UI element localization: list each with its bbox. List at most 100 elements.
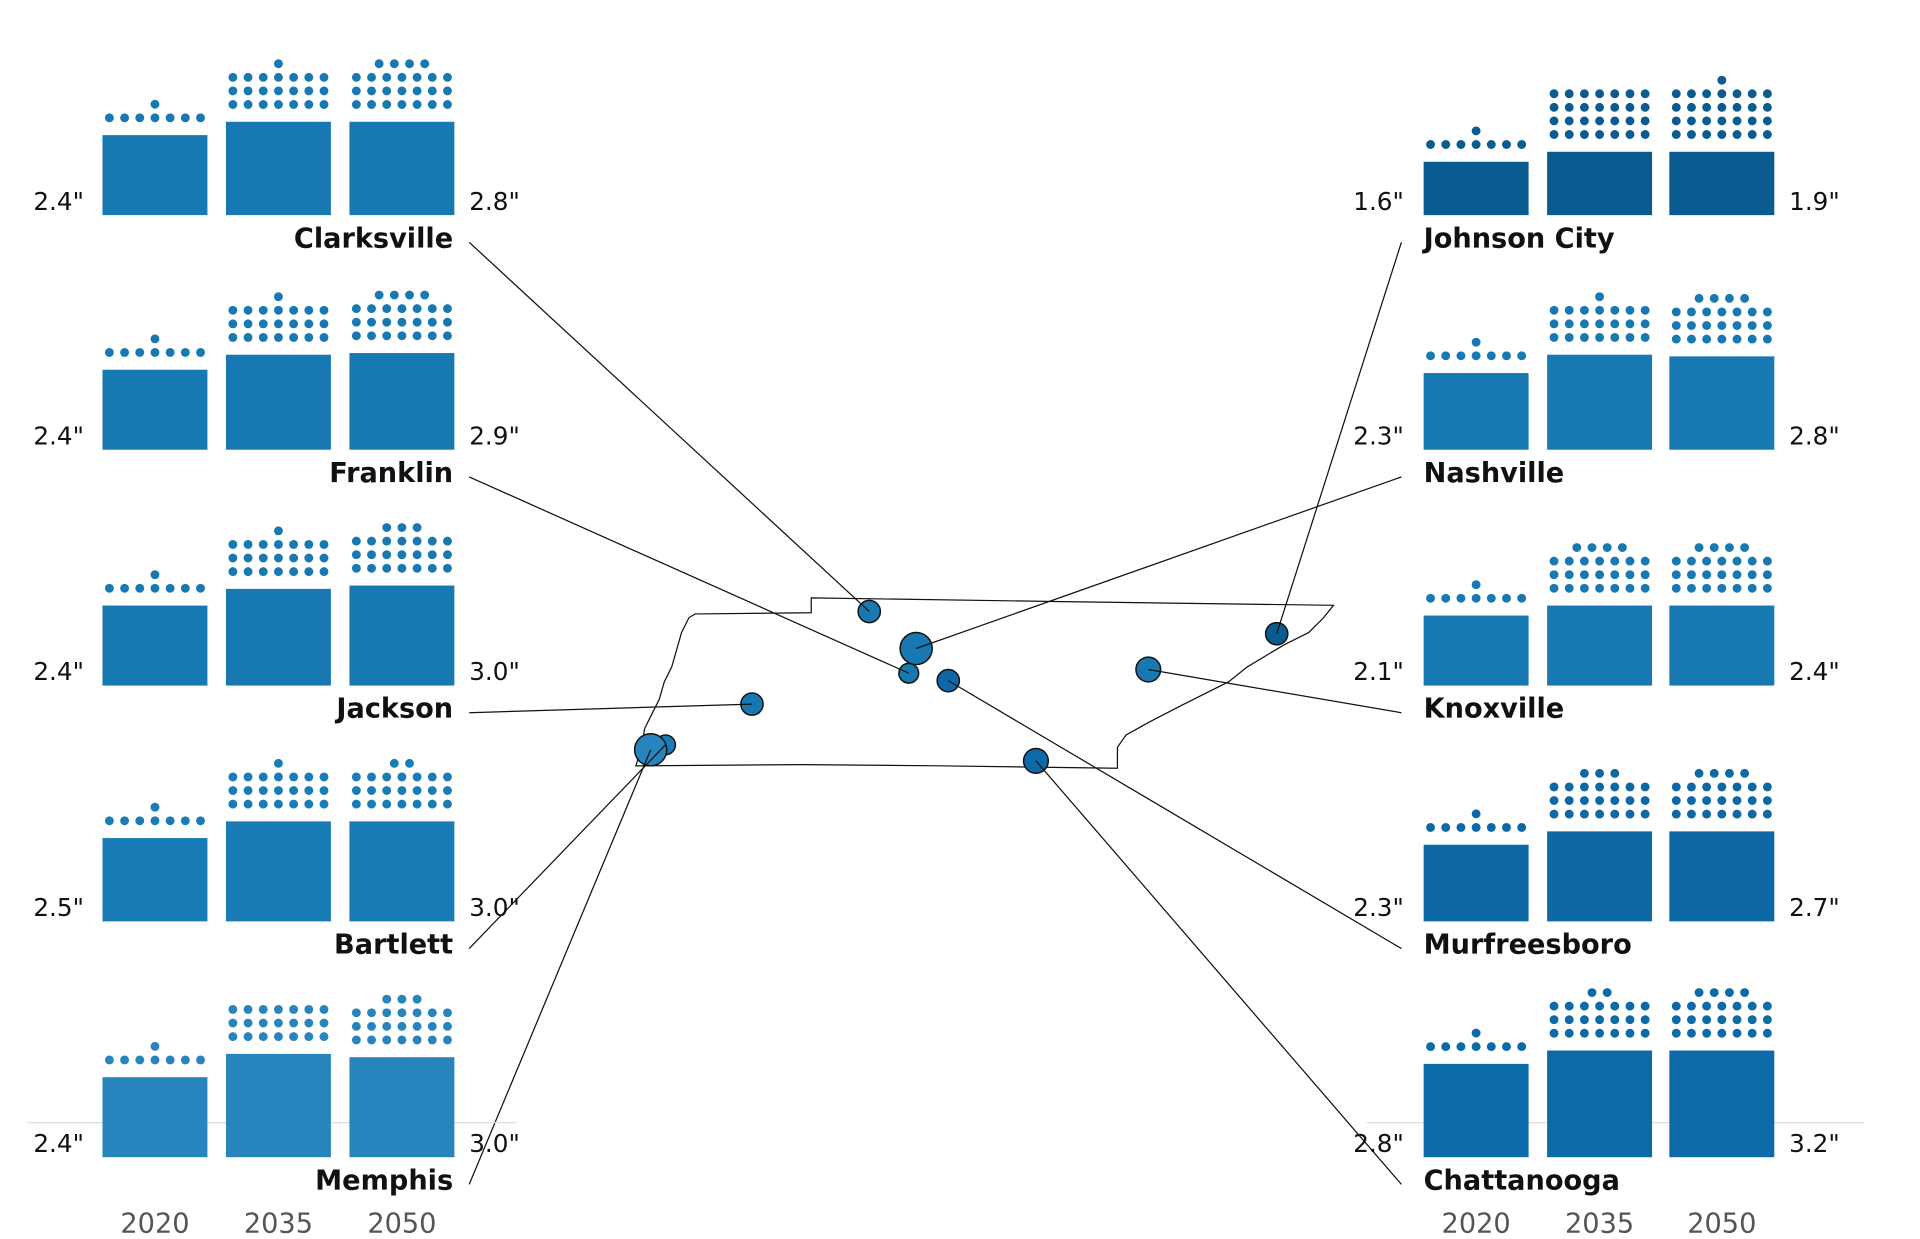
dot	[319, 100, 329, 109]
dot	[243, 772, 253, 782]
dot	[1564, 809, 1574, 819]
dot	[1732, 102, 1742, 112]
city-label: Murfreesboro	[1424, 930, 1632, 961]
dot	[135, 347, 145, 357]
dot	[1564, 305, 1574, 315]
dot	[273, 292, 283, 302]
dot	[1747, 130, 1757, 139]
bar	[1547, 1050, 1653, 1158]
dot	[443, 550, 452, 560]
dot	[1671, 130, 1681, 139]
dot	[319, 72, 329, 82]
dot	[1549, 1028, 1559, 1038]
bar	[102, 369, 208, 450]
dot	[1687, 1028, 1696, 1038]
dot	[1702, 1001, 1712, 1011]
dot	[1687, 809, 1696, 819]
dot	[1732, 1028, 1742, 1038]
dot	[367, 317, 376, 327]
dot	[1702, 116, 1712, 126]
dot	[273, 1032, 283, 1042]
dot	[1572, 543, 1582, 552]
dot	[443, 317, 452, 327]
dot	[319, 553, 329, 563]
dot	[319, 1018, 329, 1028]
dot	[427, 786, 437, 795]
dot	[258, 72, 268, 82]
dot	[243, 319, 253, 329]
dot	[228, 553, 238, 563]
dot	[397, 786, 407, 795]
dot	[1625, 796, 1635, 805]
dot	[351, 100, 361, 109]
dot	[1640, 796, 1650, 805]
dot	[273, 786, 283, 795]
dot	[1610, 130, 1620, 139]
dot	[382, 317, 392, 327]
dot	[258, 1018, 268, 1028]
bar	[1423, 1063, 1529, 1158]
dot	[228, 86, 238, 96]
dot	[1549, 102, 1559, 112]
dot	[351, 772, 361, 782]
dot	[443, 563, 452, 573]
dot	[1747, 1028, 1757, 1038]
dot	[228, 1018, 238, 1028]
dot	[1549, 116, 1559, 126]
dot	[1747, 570, 1757, 580]
dot	[258, 786, 268, 795]
dot	[1625, 782, 1635, 792]
dot	[120, 113, 130, 123]
dot	[1595, 102, 1605, 112]
dot	[427, 1008, 437, 1018]
dot	[165, 583, 175, 593]
dot	[120, 583, 130, 593]
dot	[228, 567, 238, 577]
dot	[228, 1004, 238, 1014]
dot	[1732, 583, 1742, 593]
dot	[1579, 1028, 1589, 1038]
dot	[319, 567, 329, 577]
dot	[1625, 809, 1635, 819]
dot	[1602, 988, 1612, 997]
dot	[1441, 140, 1451, 149]
dot	[367, 799, 376, 809]
dot	[1471, 1028, 1481, 1038]
dot	[1625, 130, 1635, 139]
dot	[1732, 556, 1742, 566]
dot	[397, 100, 407, 109]
city-label: Franklin	[329, 458, 453, 489]
dot	[1486, 1042, 1496, 1052]
dot	[289, 305, 299, 315]
dot	[1687, 307, 1696, 317]
dot	[243, 1018, 253, 1028]
dot	[165, 347, 175, 357]
dot	[319, 1032, 329, 1042]
value-label: 2.4"	[33, 421, 84, 450]
connector	[468, 476, 910, 674]
dot	[228, 786, 238, 795]
dot	[1762, 307, 1772, 317]
connector	[468, 749, 652, 1185]
dot	[1595, 556, 1605, 566]
dot	[1717, 556, 1727, 566]
dot	[1687, 583, 1696, 593]
dot	[1486, 140, 1496, 149]
dot	[1502, 593, 1511, 603]
dot	[1724, 293, 1734, 303]
dot	[1732, 570, 1742, 580]
dot	[1610, 1001, 1620, 1011]
city-label: Nashville	[1424, 458, 1565, 489]
dot	[1702, 130, 1712, 139]
dot	[1724, 543, 1734, 552]
dot	[412, 799, 422, 809]
dot	[367, 331, 376, 341]
dot	[412, 100, 422, 109]
bar	[102, 838, 208, 922]
dot	[1687, 1001, 1696, 1011]
dot	[1471, 580, 1481, 590]
dot	[1747, 583, 1757, 593]
dot	[427, 536, 437, 546]
dot	[1625, 102, 1635, 112]
dot	[319, 319, 329, 329]
